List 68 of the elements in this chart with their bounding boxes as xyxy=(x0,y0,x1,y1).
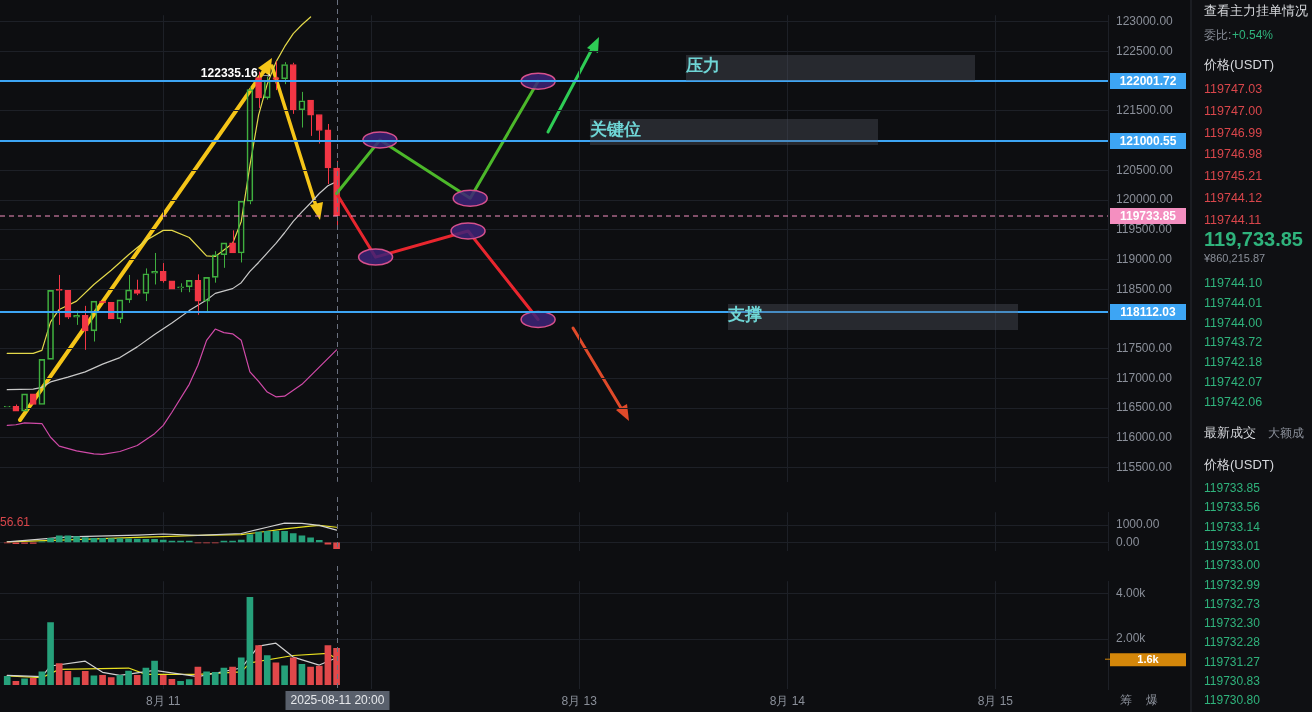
ref-line-label: 2025-08-11 20:00 xyxy=(290,693,385,708)
text: 119733.00 xyxy=(1204,558,1260,573)
text: 119730.83 xyxy=(1204,674,1260,688)
text: 119732.28 xyxy=(1204,635,1260,650)
y-tick-label: 118500.00 xyxy=(1116,281,1173,296)
text: 大额成 xyxy=(1268,425,1304,442)
text: 119742.07 xyxy=(1204,375,1263,389)
text: 119732.99 xyxy=(1204,577,1260,592)
text: 119732.73 xyxy=(1204,596,1260,611)
text: 119746.99 xyxy=(1204,125,1263,140)
text: 119744.01 xyxy=(1204,295,1263,310)
y-tick-label: 119500.00 xyxy=(1116,222,1173,237)
text: 119746.98 xyxy=(1204,147,1263,162)
x-tick-label: 8月 11 xyxy=(146,693,181,708)
ref-line-label: 122001.72 xyxy=(1119,73,1177,88)
y-tick-label: 0.00 xyxy=(1116,534,1140,549)
y-tick-label: 122500.00 xyxy=(1116,43,1174,58)
annotation: 122335.16 → xyxy=(200,65,273,80)
text: 119747.00 xyxy=(1204,103,1263,118)
y-tick-label: 2.00k xyxy=(1116,631,1147,646)
y-tick-label: 121500.00 xyxy=(1116,103,1174,118)
text: 119733.85 xyxy=(1204,481,1260,495)
label-box: 关键位 xyxy=(590,119,878,145)
y-tick-label: 116500.00 xyxy=(1116,400,1173,415)
text: 价格(USDT) xyxy=(1204,56,1275,74)
y-tick-label: 117500.00 xyxy=(1116,340,1173,355)
text: 1.6k xyxy=(1137,653,1160,666)
y-tick-label: 117000.00 xyxy=(1116,370,1173,385)
text: 119742.06 xyxy=(1204,394,1263,409)
text: 119742.18 xyxy=(1204,355,1263,370)
text: 119743.72 xyxy=(1204,335,1263,350)
y-tick-label: 123000.00 xyxy=(1116,14,1174,29)
text: 119730.80 xyxy=(1204,693,1260,708)
y-tick-label: 4.00k xyxy=(1116,585,1147,600)
text: 筹 xyxy=(1120,693,1132,708)
text: 119744.12 xyxy=(1204,191,1263,205)
annotation: 56.61 xyxy=(0,514,31,529)
y-tick-label: 116000.00 xyxy=(1116,430,1173,445)
text: 119,733.85 xyxy=(1204,228,1303,251)
ref-line-label: 121000.55 xyxy=(1119,133,1177,148)
text: 价格(USDT) xyxy=(1204,456,1275,474)
text: 119747.03 xyxy=(1204,82,1263,96)
y-tick-label: 1000.00 xyxy=(1116,517,1160,532)
text: 119732.30 xyxy=(1204,616,1260,631)
text: +0.54% xyxy=(1232,28,1274,42)
x-tick-label: 8月 14 xyxy=(769,693,806,708)
text: ¥860,215.87 xyxy=(1204,252,1266,264)
y-tick-label: 115500.00 xyxy=(1116,459,1173,474)
text: 119744.00 xyxy=(1204,315,1263,330)
text: 119744.11 xyxy=(1204,212,1262,227)
y-tick-label: 120000.00 xyxy=(1116,192,1174,207)
text: 最新成交 xyxy=(1204,424,1256,442)
text: 119733.14 xyxy=(1204,519,1260,534)
text: 119733.01 xyxy=(1204,538,1260,553)
ref-line-label: 118112.03 xyxy=(1120,304,1177,319)
x-tick-label: 8月 15 xyxy=(977,693,1014,708)
x-tick-label: 8月 13 xyxy=(561,693,598,708)
text: 119745.21 xyxy=(1204,169,1263,184)
text: 119744.10 xyxy=(1204,276,1263,290)
text: 119731.27 xyxy=(1204,654,1260,669)
text: 查看主力挂单情况 xyxy=(1204,2,1308,20)
y-tick-label: 120500.00 xyxy=(1116,162,1174,177)
ref-line-label: 119733.85 xyxy=(1119,208,1177,223)
text: 119733.56 xyxy=(1204,500,1260,515)
y-tick-label: 119000.00 xyxy=(1116,251,1173,266)
text: 爆 xyxy=(1146,693,1158,708)
label-box: 压力 xyxy=(686,55,975,81)
text: 委比: xyxy=(1204,27,1232,44)
